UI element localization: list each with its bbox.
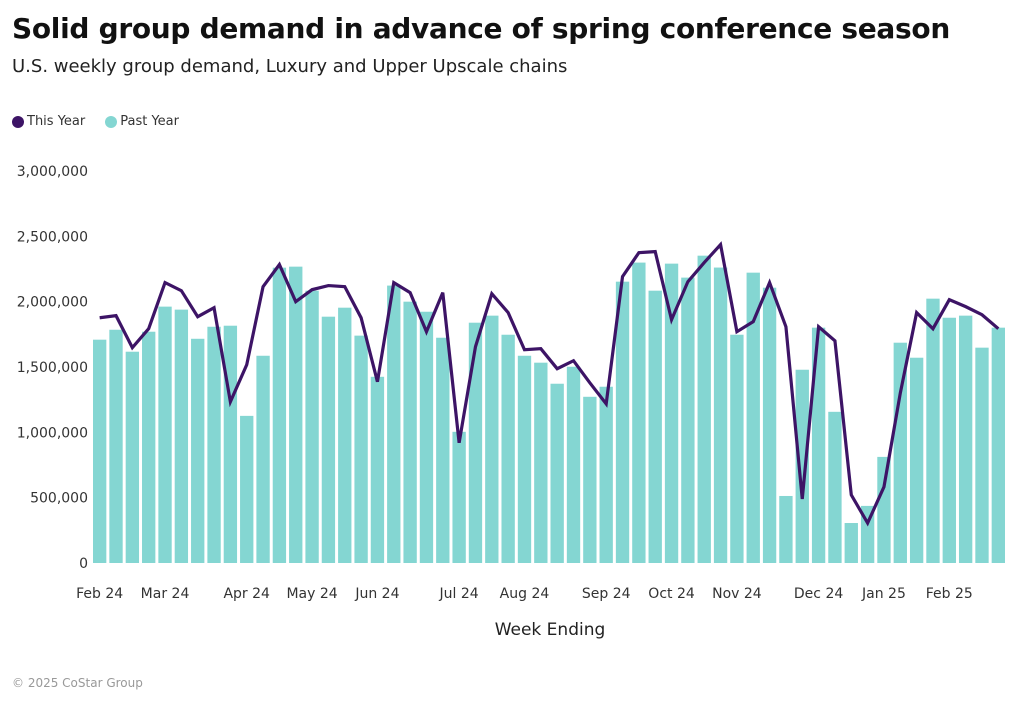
x-tick-label: May 24 (286, 586, 337, 602)
bar-past-year (452, 431, 466, 563)
bar-past-year (289, 266, 303, 563)
y-tick-label: 500,000 (30, 491, 88, 507)
bar-past-year (550, 383, 564, 563)
bar-past-year (681, 277, 695, 563)
x-tick-label: Mar 24 (141, 586, 190, 602)
x-tick-label: Sep 24 (582, 586, 631, 602)
bar-past-year (436, 337, 450, 563)
bar-past-year (240, 415, 254, 563)
bar-past-year (697, 255, 711, 564)
bar-past-year (844, 523, 858, 563)
y-tick-label: 1,000,000 (17, 425, 88, 441)
bar-past-year (256, 355, 270, 563)
bar-past-year (403, 301, 417, 563)
x-tick-label: Jul 24 (439, 586, 479, 602)
legend-item-this-year[interactable]: This Year (12, 114, 85, 129)
x-tick-label: Nov 24 (712, 586, 762, 602)
line-this-year (99, 241, 1000, 527)
bar-past-year (746, 272, 760, 563)
x-tick-label: Jun 24 (354, 586, 399, 602)
bar-past-year (583, 396, 597, 563)
legend-dot-icon (12, 115, 24, 128)
x-axis: Feb 24 Mar 24 Apr 24 May 24 Jun 24 Jul 24 Aug … (76, 586, 973, 602)
chart-title: Solid group demand in advance of spring … (12, 12, 950, 45)
bar-past-year (779, 495, 793, 563)
x-axis-title: Week Ending (495, 620, 606, 640)
bar-past-year (109, 329, 123, 563)
x-tick-label: Dec 24 (794, 586, 843, 602)
y-axis: 0 500,000 1,000,000 1,500,000 2,000,000 2,500… (17, 164, 88, 572)
legend-label: This Year (27, 114, 86, 129)
bar-past-year (795, 369, 809, 563)
bar-past-year (599, 386, 613, 563)
legend: This Year Past Year (12, 114, 199, 129)
x-tick-label: Oct 24 (648, 586, 695, 602)
bar-past-year (517, 355, 532, 563)
y-tick-label: 3,000,000 (17, 164, 88, 180)
bar-past-year (191, 338, 205, 563)
bar-past-year (387, 285, 401, 563)
bar-past-year (501, 334, 515, 563)
bar-past-year (632, 262, 646, 563)
bar-past-year (534, 362, 548, 563)
chart-subtitle: U.S. weekly group demand, Luxury and Upp… (12, 56, 568, 77)
bar-past-year (648, 290, 662, 563)
y-tick-label: 2,500,000 (17, 229, 88, 245)
bar-past-year (142, 331, 156, 563)
copyright-footer: © 2025 CoStar Group (12, 676, 143, 690)
legend-label: Past Year (120, 114, 179, 129)
bar-past-year (909, 357, 924, 563)
bar-past-year (566, 366, 581, 563)
bar-past-year (93, 339, 107, 563)
bar-past-year (321, 316, 336, 563)
x-tick-label: Feb 25 (926, 586, 973, 602)
bar-past-year (370, 376, 385, 563)
bar-past-year (828, 411, 842, 563)
bar-past-year (615, 281, 630, 563)
legend-item-past-year[interactable]: Past Year (105, 114, 179, 129)
bar-past-year (223, 325, 238, 563)
bar-past-year (305, 290, 319, 563)
bar-past-year (419, 311, 434, 563)
legend-dot-icon (105, 115, 118, 128)
bar-past-year (730, 334, 744, 563)
x-tick-label: Feb 24 (76, 586, 123, 602)
bar-past-year (125, 351, 140, 563)
bar-past-year (207, 326, 221, 563)
x-tick-label: Jan 25 (861, 586, 906, 602)
bar-past-year (942, 317, 956, 563)
bar-past-year (762, 287, 777, 563)
bar-past-year (485, 315, 499, 563)
bar-past-year (958, 315, 973, 563)
bar-past-year (664, 263, 679, 563)
bar-past-year (926, 298, 940, 563)
bar-series-past-year (93, 255, 1005, 564)
bar-past-year (174, 309, 189, 563)
line-series-this-year (99, 241, 1000, 527)
bar-past-year (468, 322, 483, 563)
y-tick-label: 1,500,000 (17, 360, 88, 376)
x-tick-label: Aug 24 (500, 586, 550, 602)
x-tick-label: Apr 24 (223, 586, 270, 602)
bar-past-year (975, 347, 989, 563)
bar-past-year (272, 267, 287, 563)
bar-past-year (713, 267, 728, 563)
y-tick-label: 2,000,000 (17, 295, 88, 311)
bar-past-year (991, 327, 1005, 563)
y-tick-label: 0 (79, 556, 88, 572)
bar-past-year (354, 335, 368, 563)
bar-past-year (877, 456, 891, 563)
bar-past-year (338, 307, 352, 563)
bar-past-year (893, 342, 907, 563)
bar-past-year (158, 306, 172, 563)
bar-past-year (811, 327, 826, 563)
